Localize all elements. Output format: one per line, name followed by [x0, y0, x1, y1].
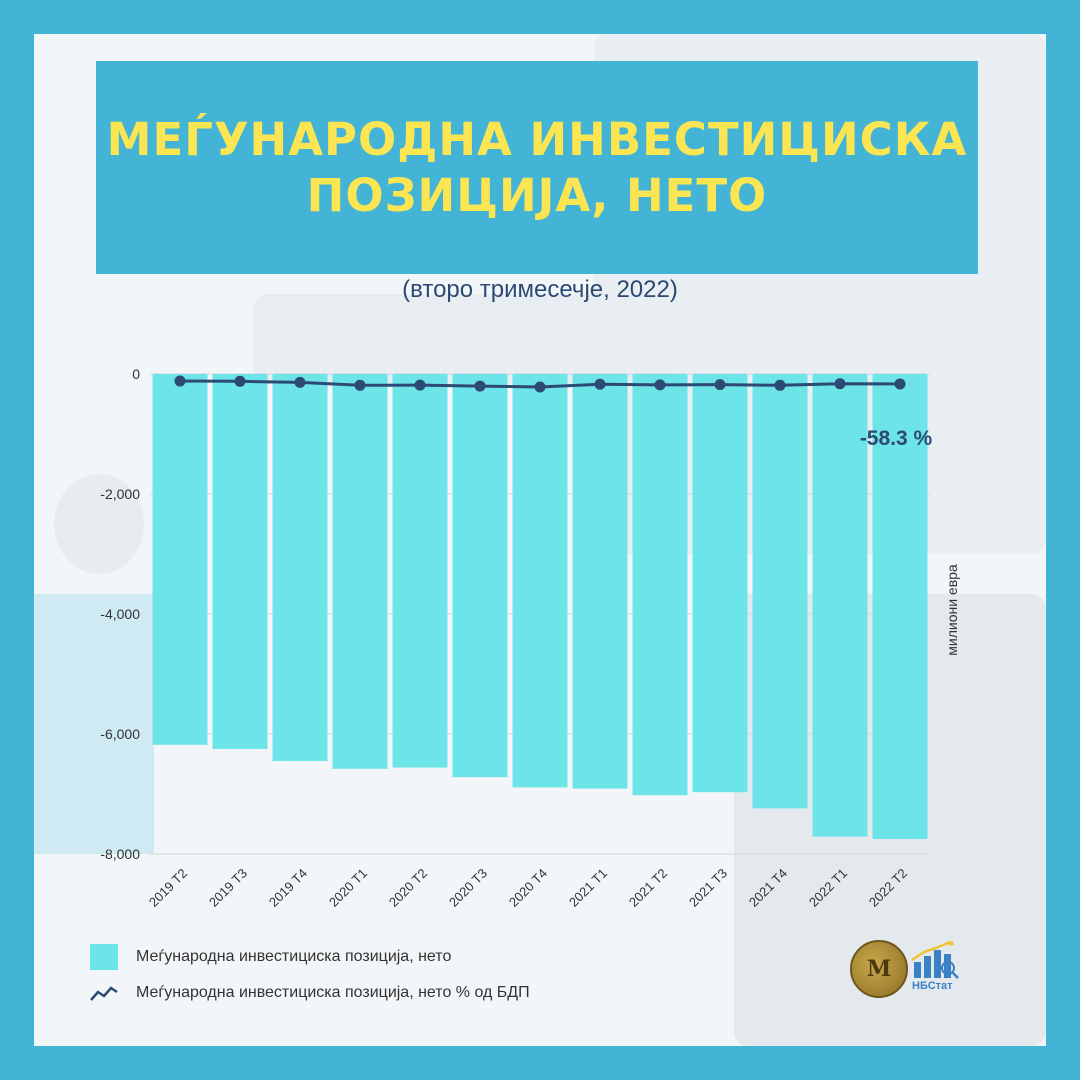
legend: Меѓународна инвестициска позиција, нето …: [90, 944, 530, 1016]
line-point: [294, 376, 306, 388]
bar: [632, 374, 688, 796]
logos: М НБСтат: [846, 940, 986, 1000]
legend-bar-swatch: [90, 944, 118, 970]
bar: [392, 374, 448, 768]
legend-line-label: Меѓународна инвестициска позиција, нето …: [136, 984, 530, 1001]
line-point: [534, 381, 546, 393]
y-tick-label: -4,000: [100, 606, 140, 622]
nbstat-logo-icon: [911, 940, 959, 979]
x-tick-label: 2019 T4: [266, 866, 310, 910]
line-point: [174, 375, 186, 387]
background-photo-shape: [54, 474, 144, 574]
x-tick-label: 2020 T4: [506, 866, 550, 910]
x-tick-label: 2019 T3: [206, 866, 250, 910]
line-point: [594, 378, 606, 390]
bar: [812, 374, 868, 837]
y-tick-label: -2,000: [100, 486, 140, 502]
x-tick-label: 2021 T2: [626, 866, 670, 910]
line-point: [414, 379, 426, 391]
title-line-1: МЕЃУНАРОДНА ИНВЕСТИЦИСКА: [106, 112, 968, 166]
bar: [272, 374, 328, 761]
chart-subtitle: (второ тримесечје, 2022): [402, 276, 678, 303]
line-point: [894, 378, 906, 390]
annotation-label: -58.3 %: [860, 427, 933, 450]
y-tick-label: -8,000: [100, 846, 140, 862]
bar: [152, 374, 208, 745]
x-tick-label: 2022 T2: [866, 866, 910, 910]
x-tick-label: 2022 T1: [806, 866, 850, 910]
bar: [332, 374, 388, 769]
bar: [752, 374, 808, 809]
x-tick-label: 2020 T1: [326, 866, 370, 910]
legend-bar-label: Меѓународна инвестициска позиција, нето: [136, 948, 452, 965]
bar: [452, 374, 508, 778]
bar: [572, 374, 628, 789]
line-point: [654, 379, 666, 391]
title-banner: МЕЃУНАРОДНА ИНВЕСТИЦИСКА ПОЗИЦИЈА, НЕТО: [96, 61, 978, 274]
x-tick-label: 2021 T1: [566, 866, 610, 910]
seal-mark: М: [866, 956, 892, 982]
legend-line-icon: [90, 986, 118, 1001]
bar: [872, 374, 928, 839]
line-point: [714, 379, 726, 391]
bar-layer: [152, 374, 928, 839]
line-point: [354, 379, 366, 391]
legend-item-line: Меѓународна инвестициска позиција, нето …: [90, 980, 530, 1006]
bar: [692, 374, 748, 793]
y-axis-unit-label: милиони евра: [944, 564, 960, 656]
title-line-2: ПОЗИЦИЈА, НЕТО: [306, 168, 768, 222]
x-tick-label: 2021 T4: [746, 866, 790, 910]
x-tick-label: 2021 T3: [686, 866, 730, 910]
line-point: [474, 380, 486, 392]
nbstat-label: НБСтат: [912, 980, 953, 992]
line-point: [834, 378, 846, 390]
legend-item-bar: Меѓународна инвестициска позиција, нето: [90, 944, 530, 970]
background-photo-shape: [34, 594, 154, 854]
background-photo-shape: [254, 294, 674, 384]
line-layer: [174, 375, 906, 393]
bar: [512, 374, 568, 788]
line-point: [234, 375, 246, 387]
nbrm-seal-logo: М: [850, 940, 908, 998]
x-tick-label: 2019 T2: [146, 866, 190, 910]
bar: [212, 374, 268, 749]
x-tick-label: 2020 T2: [386, 866, 430, 910]
x-tick-label: 2020 T3: [446, 866, 490, 910]
y-tick-label: 0: [132, 366, 140, 382]
y-tick-label: -6,000: [100, 726, 140, 742]
line-point: [774, 379, 786, 391]
